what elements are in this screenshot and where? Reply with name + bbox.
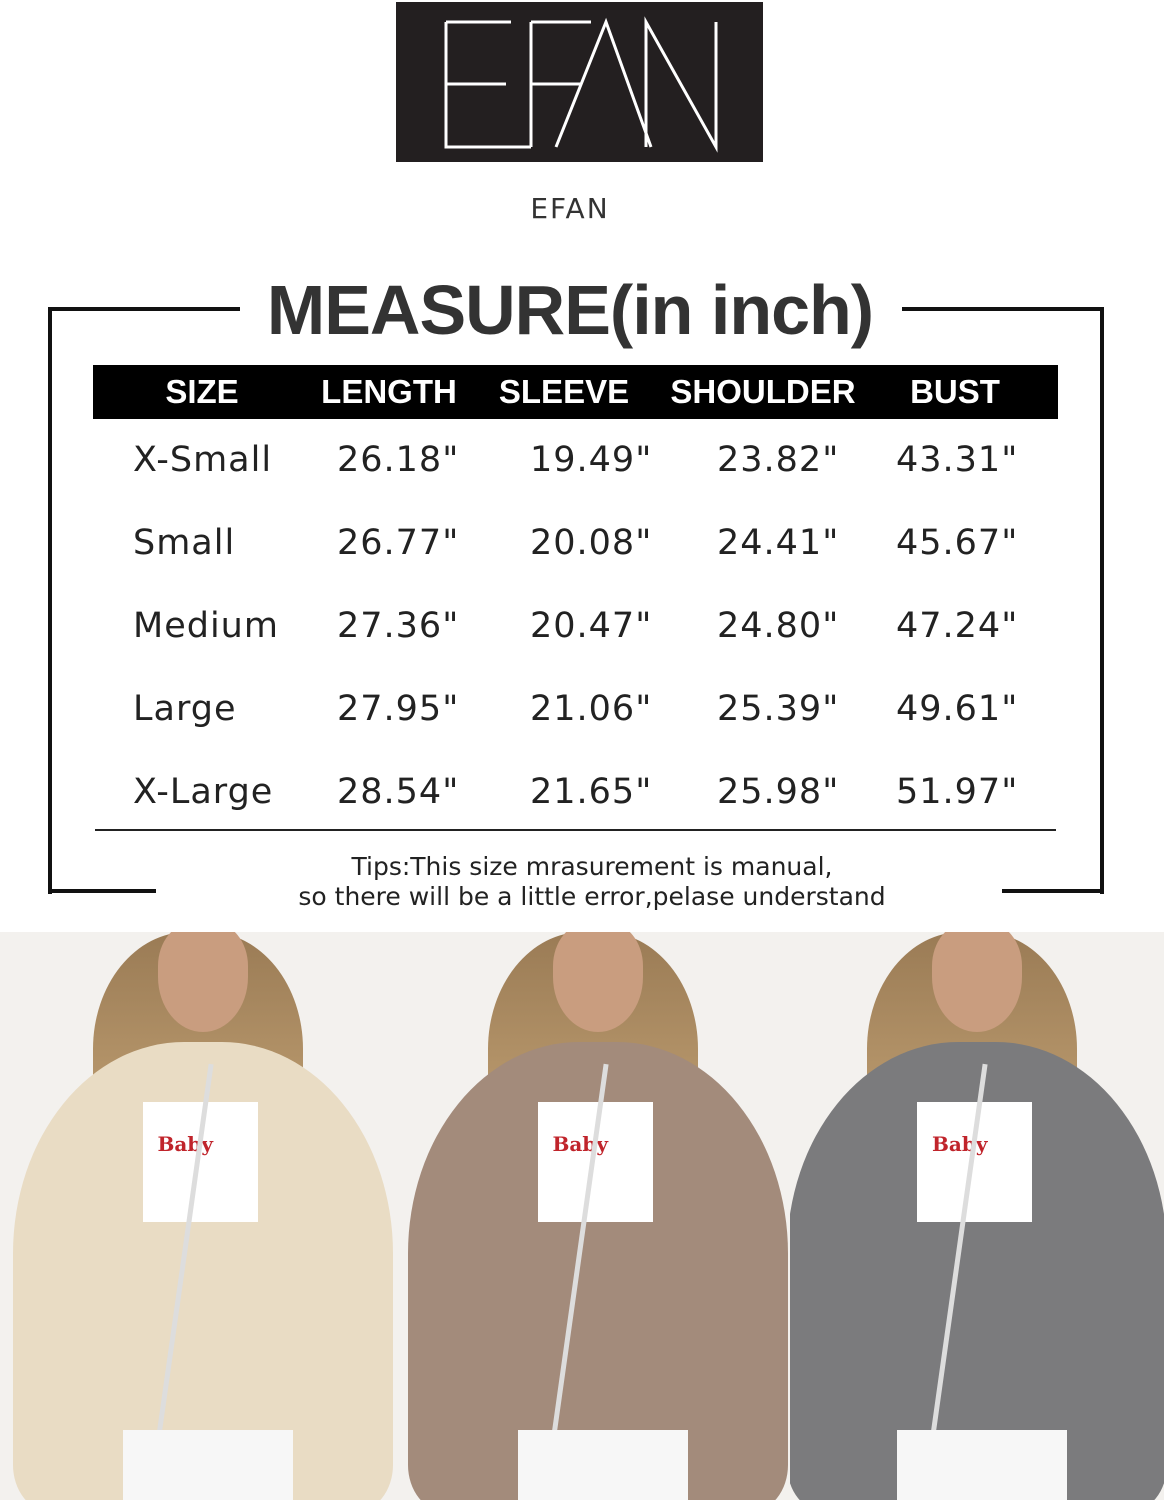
measure-value: 20.08" (530, 523, 653, 563)
brand-name: EFAN (530, 192, 610, 225)
measure-value: 51.97" (896, 772, 1019, 812)
measure-value: 20.47" (530, 606, 653, 646)
frame-line (1002, 889, 1104, 893)
frame-line (1100, 307, 1104, 894)
measure-value: 43.31" (896, 440, 1019, 480)
size-label: Medium (133, 606, 279, 646)
table-row: X-Small 26.18" 19.49" 23.82" 43.31" (0, 440, 1164, 490)
shirt-print: Baby (932, 1132, 988, 1156)
size-label: Large (133, 689, 237, 729)
measure-value: 21.06" (530, 689, 653, 729)
measure-value: 45.67" (896, 523, 1019, 563)
chart-title: MEASURE(in inch) (266, 271, 874, 349)
measure-value: 25.98" (717, 772, 840, 812)
shorts (897, 1430, 1067, 1500)
table-rule (95, 829, 1056, 831)
product-photo: Baby (0, 932, 405, 1500)
face (932, 932, 1022, 1032)
table-row: Medium 27.36" 20.47" 24.80" 47.24" (0, 606, 1164, 656)
measure-value: 24.41" (717, 523, 840, 563)
measure-value: 19.49" (530, 440, 653, 480)
shorts (517, 1430, 688, 1500)
measure-value: 25.39" (717, 689, 840, 729)
header-shoulder: SHOULDER (670, 373, 856, 410)
face (157, 932, 248, 1032)
table-row: X-Large 28.54" 21.65" 25.98" 51.97" (0, 772, 1164, 822)
shorts (122, 1430, 293, 1500)
measure-value: 47.24" (896, 606, 1019, 646)
tip-line-2: so there will be a little error,pelase u… (298, 882, 886, 911)
table-row: Large 27.95" 21.06" 25.39" 49.61" (0, 689, 1164, 739)
frame-line (48, 307, 52, 894)
header-length: LENGTH (321, 373, 457, 410)
size-label: X-Large (133, 772, 274, 812)
measure-value: 26.18" (337, 440, 460, 480)
table-header: SIZE LENGTH SLEEVE SHOULDER BUST (93, 365, 1058, 419)
tip-line-1: Tips:This size mrasurement is manual, (351, 852, 833, 881)
measure-value: 23.82" (717, 440, 840, 480)
measure-value: 27.95" (337, 689, 460, 729)
product-photo: Baby (405, 932, 790, 1500)
table-row: Small 26.77" 20.08" 24.41" 45.67" (0, 523, 1164, 573)
shirt-print: Baby (157, 1132, 213, 1156)
header-sleeve: SLEEVE (498, 373, 630, 410)
measure-value: 27.36" (337, 606, 460, 646)
measure-value: 28.54" (337, 772, 460, 812)
size-label: X-Small (133, 440, 273, 480)
header-size: SIZE (165, 373, 239, 410)
size-label: Small (133, 523, 236, 563)
face (552, 932, 643, 1032)
product-photo: Baby (790, 932, 1164, 1500)
measure-value: 21.65" (530, 772, 653, 812)
frame-line (48, 889, 156, 893)
header-bust: BUST (910, 373, 1000, 410)
measure-value: 26.77" (337, 523, 460, 563)
shirt-print: Baby (552, 1132, 608, 1156)
measure-value: 24.80" (717, 606, 840, 646)
frame-line (902, 307, 1104, 311)
measure-value: 49.61" (896, 689, 1019, 729)
brand-logo (396, 2, 763, 162)
frame-line (48, 307, 240, 311)
